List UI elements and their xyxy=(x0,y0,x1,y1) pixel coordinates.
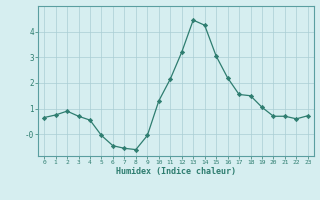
X-axis label: Humidex (Indice chaleur): Humidex (Indice chaleur) xyxy=(116,167,236,176)
